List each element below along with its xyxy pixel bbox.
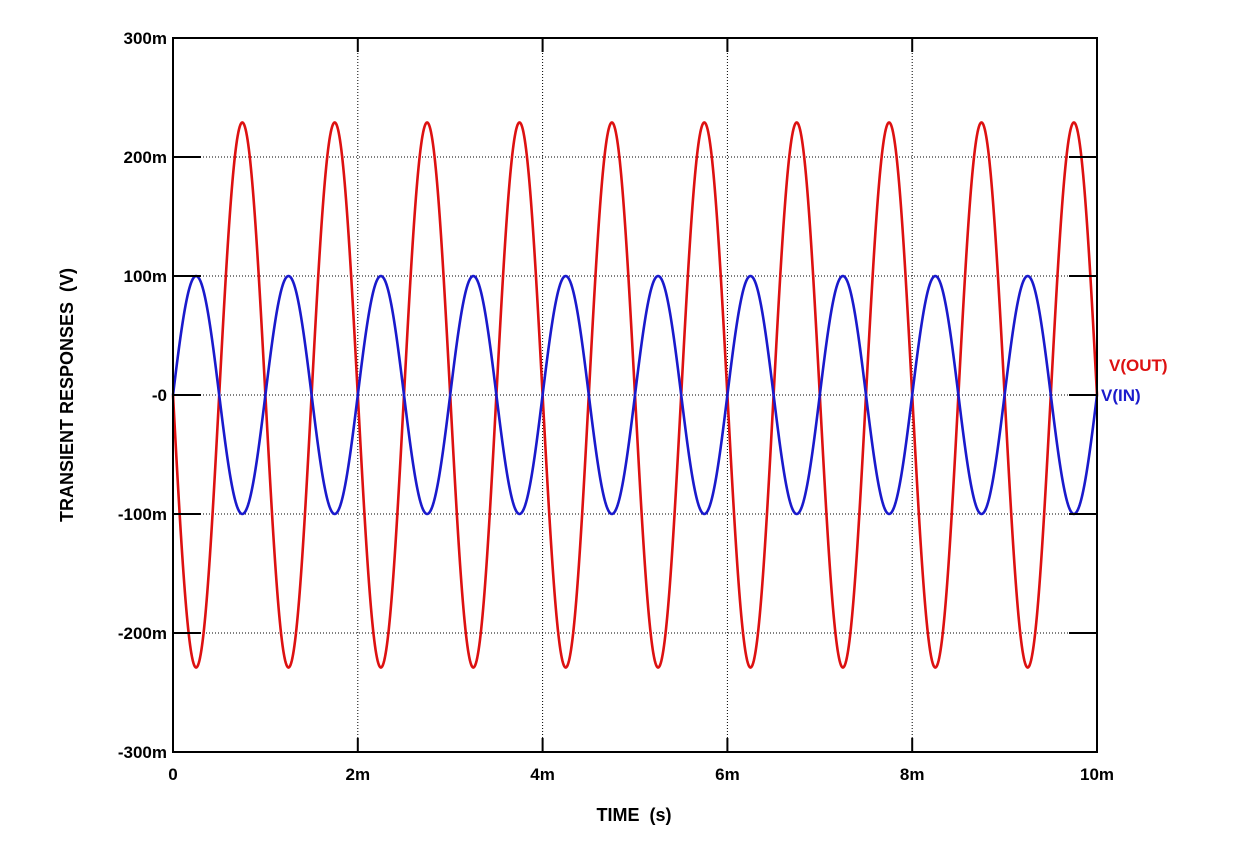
y-tick-label: -300m — [118, 743, 167, 762]
x-tick-label: 0 — [168, 765, 177, 784]
label-layer: 0 2m 4m 6m 8m 10m 300m 200m 100m -0 -100m -200m -300… — [118, 29, 1114, 784]
x-tick-label: 4m — [530, 765, 555, 784]
y-tick-label: -100m — [118, 505, 167, 524]
y-tick-label: -0 — [152, 386, 167, 405]
legend-label: V(OUT) — [1109, 356, 1168, 375]
y-tick-label: 100m — [124, 267, 167, 286]
series-layer — [171, 121, 1099, 669]
y-tick-label: 200m — [124, 148, 167, 167]
legend-label: V(IN) — [1101, 386, 1141, 405]
series-line-v-in — [171, 274, 1099, 516]
y-tick-label: -200m — [118, 624, 167, 643]
x-tick-label: 8m — [900, 765, 925, 784]
y-tick-label: 300m — [124, 29, 167, 48]
y-axis-title: TRANSIENT RESPONSES (V) — [57, 268, 77, 522]
legend: V(OUT) V(IN) — [1101, 356, 1168, 405]
x-axis-title: TIME (s) — [597, 805, 672, 825]
tick-layer — [173, 38, 1097, 752]
x-tick-label: 6m — [715, 765, 740, 784]
x-tick-label: 2m — [346, 765, 371, 784]
x-tick-label: 10m — [1080, 765, 1114, 784]
